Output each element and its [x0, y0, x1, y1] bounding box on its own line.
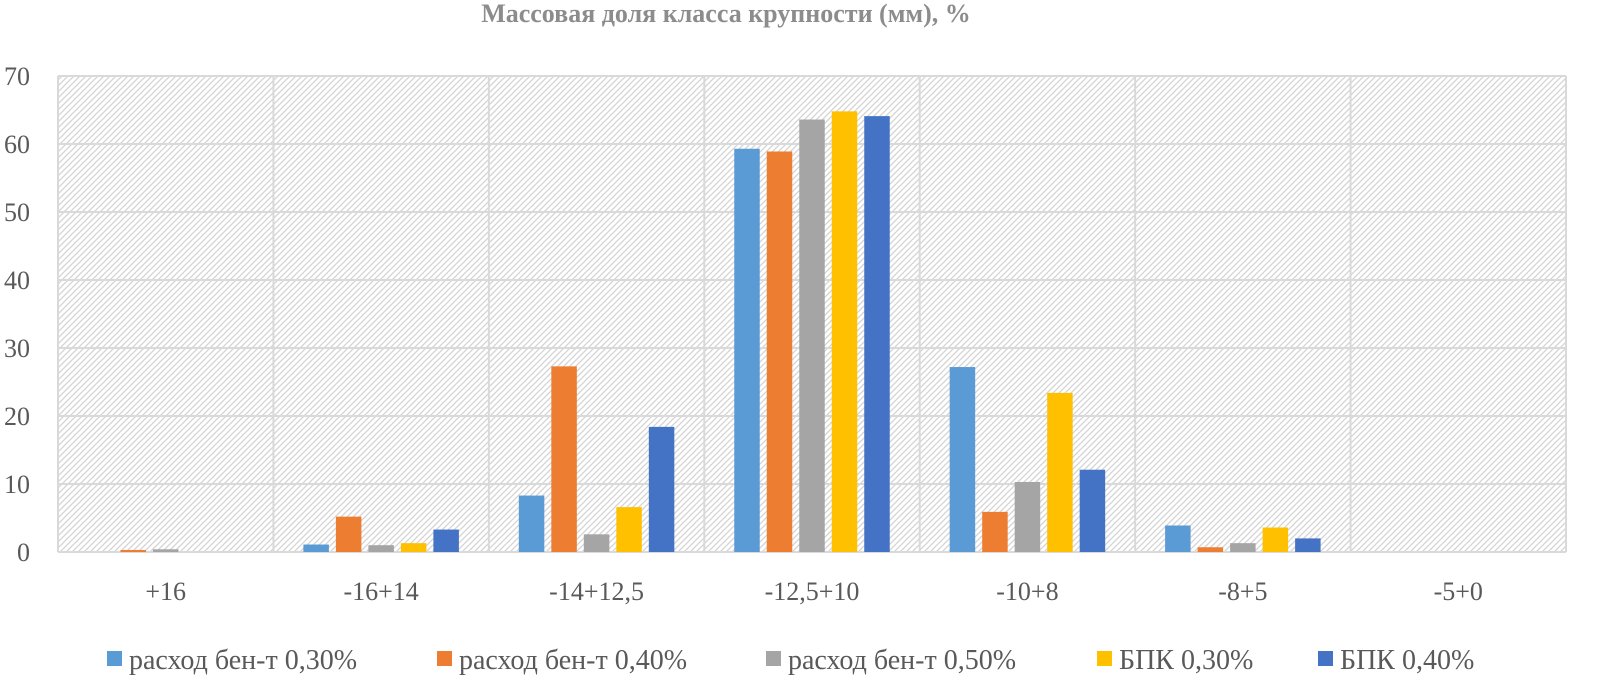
- bar: [648, 426, 675, 552]
- bar: [766, 151, 793, 553]
- legend-label: расход бен-т 0,50%: [788, 645, 1016, 676]
- bar: [1230, 543, 1256, 552]
- bar: [1165, 525, 1191, 552]
- bars: [120, 111, 1321, 553]
- bar: [1262, 527, 1289, 552]
- bar: [551, 366, 577, 552]
- bar: [368, 545, 394, 552]
- bar: [1047, 392, 1073, 552]
- bar: [982, 511, 1008, 552]
- legend-swatch: [107, 651, 122, 666]
- x-tick-label: -14+12,5: [549, 577, 644, 606]
- x-tick-label: -5+0: [1434, 577, 1483, 606]
- bar: [518, 495, 545, 552]
- bar: [1197, 547, 1224, 552]
- y-tick-label: 0: [17, 538, 30, 567]
- bar: [400, 543, 427, 552]
- legend-label: БПК 0,40%: [1340, 645, 1474, 676]
- bar: [831, 111, 858, 553]
- bar: [303, 544, 329, 552]
- y-tick-label: 10: [4, 470, 30, 499]
- y-tick-label: 40: [4, 266, 30, 295]
- chart-title: Массовая доля класса крупности (мм), %: [481, 0, 971, 28]
- y-tick-label: 60: [4, 130, 30, 159]
- bar: [734, 148, 760, 552]
- legend-label: расход бен-т 0,40%: [459, 645, 687, 676]
- bar: [152, 549, 179, 552]
- y-tick-label: 70: [4, 62, 30, 91]
- x-axis: +16 -16+14 -14+12,5 -12,5+10 -10+8 -8+5 -5+0: [145, 577, 1483, 606]
- legend-swatch: [766, 651, 781, 666]
- x-tick-label: +16: [145, 577, 186, 606]
- bar: [335, 516, 362, 552]
- y-axis: 0 10 20 30 40 50 60 70: [4, 62, 30, 567]
- y-tick-label: 50: [4, 198, 30, 227]
- x-tick-label: -12,5+10: [765, 577, 860, 606]
- bar: [433, 529, 459, 552]
- bar: [799, 119, 825, 553]
- x-tick-label: -10+8: [996, 577, 1058, 606]
- bar: [1014, 481, 1041, 552]
- x-tick-label: -8+5: [1218, 577, 1267, 606]
- bar: [583, 534, 610, 552]
- bar: [616, 507, 642, 552]
- legend: расход бен-т 0,30% расход бен-т 0,40% расх…: [107, 645, 1474, 676]
- legend-label: расход бен-т 0,30%: [129, 645, 357, 676]
- y-tick-label: 20: [4, 402, 30, 431]
- bar: [120, 549, 146, 552]
- bar: [864, 116, 890, 553]
- x-tick-label: -16+14: [343, 577, 418, 606]
- bar: [1079, 469, 1106, 552]
- legend-swatch: [437, 651, 452, 666]
- legend-label: БПК 0,30%: [1119, 645, 1253, 676]
- legend-swatch: [1097, 651, 1112, 666]
- y-tick-label: 30: [4, 334, 30, 363]
- bar: [949, 367, 976, 552]
- bar: [1295, 538, 1321, 552]
- legend-swatch: [1318, 651, 1333, 666]
